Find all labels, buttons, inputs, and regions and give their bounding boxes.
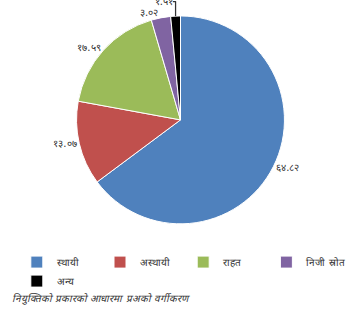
svg-text:१७.५९: १७.५९ bbox=[77, 42, 100, 53]
svg-text:६४.८२: ६४.८२ bbox=[276, 162, 299, 173]
svg-text:राहत: राहत bbox=[223, 257, 241, 268]
svg-text:१.५१: १.५१ bbox=[155, 0, 173, 7]
svg-text:स्थायी: स्थायी bbox=[57, 257, 79, 268]
svg-text:नियुक्तिको प्रकारको आधारमा प्र: नियुक्तिको प्रकारको आधारमा प्रअको वर्गीक… bbox=[12, 293, 190, 305]
svg-text:अन्य: अन्य bbox=[57, 276, 74, 287]
svg-text:१३.०७: १३.०७ bbox=[53, 138, 76, 149]
svg-text:३.०२: ३.०२ bbox=[140, 7, 158, 18]
svg-text:अस्थायी: अस्थायी bbox=[140, 257, 170, 268]
svg-text:निजी स्रोत: निजी स्रोत bbox=[306, 257, 344, 268]
